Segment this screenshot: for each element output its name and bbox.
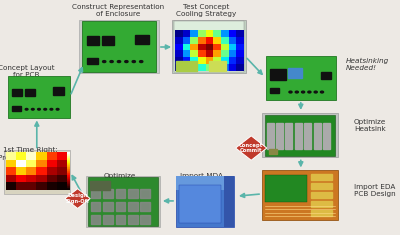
Bar (172, 20, 246, 73)
Bar (53, 87, 64, 95)
Text: Optimize
Overall Design: Optimize Overall Design (94, 173, 146, 187)
Polygon shape (65, 189, 90, 208)
Circle shape (320, 91, 324, 93)
Circle shape (56, 109, 59, 110)
Circle shape (140, 61, 143, 63)
Bar (116, 215, 125, 224)
Circle shape (117, 61, 121, 63)
Bar (79, 20, 159, 73)
Circle shape (110, 61, 113, 63)
Bar (12, 89, 22, 96)
Bar (87, 58, 98, 64)
Bar (209, 61, 226, 70)
Bar (312, 183, 332, 189)
Bar (266, 123, 274, 149)
Text: Heatsinking
Needed!: Heatsinking Needed! (346, 58, 389, 71)
Circle shape (25, 109, 28, 110)
Bar (269, 149, 277, 154)
Text: Test Concept
Cooling Strategy: Test Concept Cooling Strategy (176, 4, 236, 17)
Bar (270, 88, 279, 93)
Bar (179, 185, 221, 223)
Bar (312, 210, 332, 216)
Circle shape (289, 91, 292, 93)
Bar (312, 174, 332, 180)
Bar (270, 69, 286, 80)
Text: Import MDA
Enclosure: Import MDA Enclosure (180, 173, 224, 187)
Bar (128, 202, 138, 211)
Bar (176, 176, 234, 190)
Circle shape (302, 91, 305, 93)
Bar (312, 201, 332, 207)
Text: Construct Representation
of Enclosure: Construct Representation of Enclosure (72, 4, 164, 17)
Bar (265, 175, 307, 202)
Bar (176, 61, 197, 70)
Bar (86, 176, 160, 227)
Bar (176, 176, 234, 227)
Bar (295, 123, 302, 149)
Text: 1st Time Right:
Prototype Verified: 1st Time Right: Prototype Verified (0, 147, 63, 161)
Bar (8, 76, 70, 118)
Bar (102, 36, 114, 45)
Bar (103, 189, 113, 198)
Circle shape (44, 109, 46, 110)
Text: Concept Layout
for PCB: Concept Layout for PCB (0, 65, 54, 78)
Circle shape (32, 109, 34, 110)
Bar (314, 123, 320, 149)
Circle shape (132, 61, 136, 63)
Circle shape (314, 91, 317, 93)
Text: Optimize
Heatsink: Optimize Heatsink (354, 119, 386, 133)
Bar (87, 36, 99, 45)
Text: Design
Sign-Off: Design Sign-Off (66, 193, 90, 204)
Bar (262, 113, 338, 157)
Bar (82, 21, 156, 72)
Bar (91, 215, 100, 224)
Bar (103, 215, 113, 224)
Bar (321, 72, 331, 79)
Bar (128, 215, 138, 224)
Bar (103, 202, 113, 211)
Bar (116, 189, 125, 198)
Circle shape (102, 61, 106, 63)
Bar (88, 177, 158, 226)
Bar (140, 189, 150, 198)
Circle shape (50, 109, 53, 110)
Bar (174, 21, 244, 72)
Bar (276, 123, 283, 149)
Bar (140, 215, 150, 224)
Bar (285, 123, 292, 149)
Bar (312, 192, 332, 198)
Text: Concept
Commit: Concept Commit (239, 143, 263, 153)
Circle shape (295, 91, 298, 93)
Bar (135, 35, 148, 44)
Bar (265, 115, 335, 156)
Bar (25, 89, 35, 96)
Polygon shape (236, 136, 267, 160)
Bar (304, 123, 311, 149)
Bar (288, 68, 302, 78)
Circle shape (308, 91, 311, 93)
Circle shape (38, 109, 40, 110)
Bar (224, 176, 234, 227)
Circle shape (125, 61, 128, 63)
Bar (4, 150, 70, 194)
Bar (12, 106, 21, 111)
Bar (140, 202, 150, 211)
Bar (323, 123, 330, 149)
Bar (91, 202, 100, 211)
Bar (128, 189, 138, 198)
Bar (262, 170, 338, 220)
Text: Import EDA
PCB Design: Import EDA PCB Design (354, 184, 396, 197)
Bar (91, 189, 100, 198)
Bar (266, 56, 336, 100)
Bar (116, 202, 125, 211)
Bar (90, 181, 110, 190)
